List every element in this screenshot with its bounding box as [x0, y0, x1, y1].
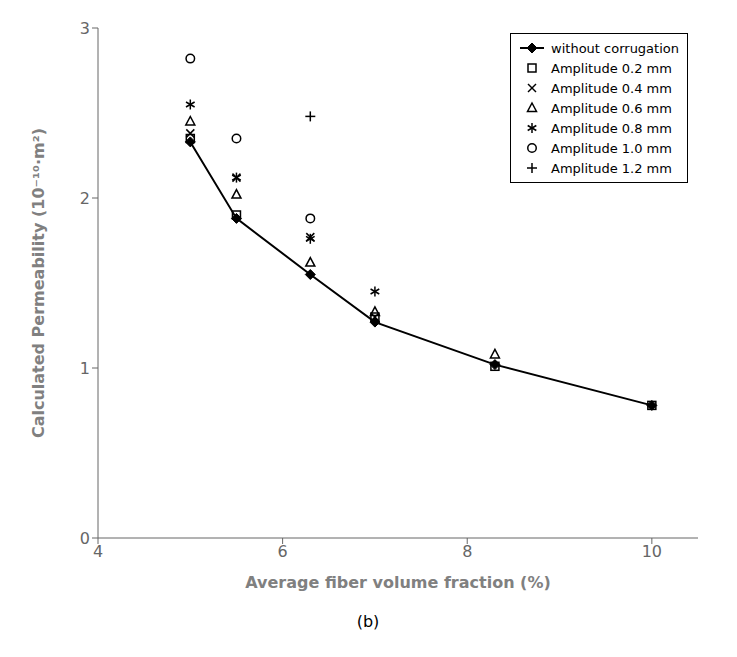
html-text:Amplitude 0.2 mm: Amplitude 0.2 mm: [551, 60, 672, 76]
svg-text:Calculated Permeability (10⁻¹⁰: Calculated Permeability (10⁻¹⁰·m²): [29, 128, 48, 438]
html-text:Amplitude 0.8 mm: Amplitude 0.8 mm: [551, 120, 672, 136]
svg-text:8: 8: [462, 542, 472, 561]
html-text:Amplitude 1.0 mm: Amplitude 1.0 mm: [551, 140, 672, 156]
svg-text:10: 10: [642, 542, 662, 561]
svg-text:1: 1: [80, 359, 90, 378]
html-text:Amplitude 1.2 mm: Amplitude 1.2 mm: [551, 160, 672, 176]
svg-text:2: 2: [80, 189, 90, 208]
html-text:(b): (b): [356, 612, 380, 631]
svg-text:3: 3: [80, 19, 90, 38]
svg-text:Average fiber volume fraction: Average fiber volume fraction (%): [245, 573, 551, 592]
html-text:without corrugation: without corrugation: [551, 40, 679, 56]
svg-text:0: 0: [80, 529, 90, 548]
html-text:Amplitude 0.6 mm: Amplitude 0.6 mm: [551, 100, 672, 116]
svg-text:4: 4: [93, 542, 103, 561]
html-text:Amplitude 0.4 mm: Amplitude 0.4 mm: [551, 80, 672, 96]
svg-text:6: 6: [278, 542, 288, 561]
